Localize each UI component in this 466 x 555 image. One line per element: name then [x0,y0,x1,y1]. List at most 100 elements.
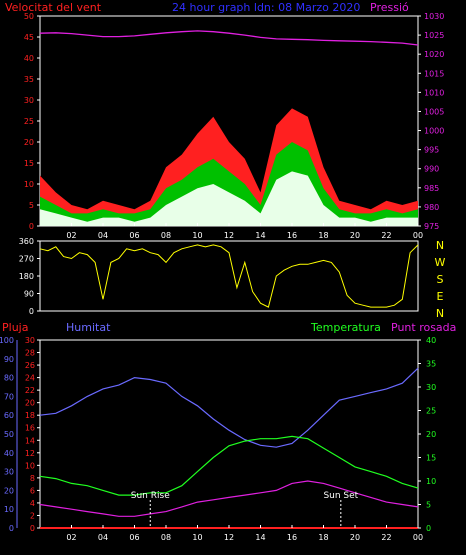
rain-y-tick-label: 30 [25,336,35,345]
humidity-y-tick-label: 10 [4,505,14,514]
wind-y-tick-label: 25 [24,117,34,126]
rain-y-tick-label: 2 [30,511,35,520]
dewpoint-axis-label: Punt rosada [391,321,456,334]
pressure-y-tick-label: 995 [424,146,439,155]
temperature-y-tick-label: 40 [426,336,436,345]
temperature-y-tick-label: 15 [426,454,436,463]
humidity-y-ticks: 0 10 20 30 40 50 60 70 80 90 100 [0,336,18,533]
humidity-y-tick-label: 60 [4,411,14,420]
rain-y-tick-label: 26 [25,361,35,370]
rain-y-tick-label: 4 [30,499,35,508]
temperature-line [39,435,419,496]
compass-letter: N [436,239,444,252]
humidity-y-tick-label: 0 [9,524,14,533]
climate-x-ticks: 02 04 06 08 10 12 14 16 18 20 22 00 [66,525,423,542]
x-tick-label: 08 [161,231,171,240]
direction-y-ticks: 0 90 180 270 360 [19,237,40,316]
direction-y-tick-label: 180 [19,272,34,281]
humidity-y-tick-label: 40 [4,449,14,458]
pressure-y-tick-label: 1020 [424,50,444,59]
dewpoint-line [39,480,419,517]
rain-y-tick-label: 8 [30,474,35,483]
sunrise-label: Sun Rise [131,491,170,501]
x-tick-label: 04 [98,231,108,240]
temperature-y-tick-label: 10 [426,477,436,486]
sunset-label: Sun Set [323,491,358,501]
temperature-y-tick-label: 20 [426,430,436,439]
x-tick-label: 20 [350,231,360,240]
x-tick-label: 12 [224,533,234,542]
x-tick-label: 06 [129,231,139,240]
direction-y-tick-label: 360 [19,237,34,246]
pressure-y-tick-label: 985 [424,184,439,193]
pressure-line [39,30,419,46]
temperature-y-tick-label: 5 [426,501,431,510]
humidity-y-tick-label: 100 [0,336,14,345]
compass-letter: W [435,256,446,269]
rain-y-tick-label: 6 [30,486,35,495]
wind-y-ticks: 0 5 10 15 20 25 30 35 40 45 50 [24,12,40,231]
rain-y-tick-label: 22 [25,386,35,395]
x-tick-label: 16 [287,231,297,240]
x-tick-label: 12 [224,231,234,240]
x-tick-label: 06 [129,533,139,542]
wind-x-ticks: 02 04 06 08 10 12 14 16 18 20 22 00 [66,223,423,240]
temperature-y-tick-label: 25 [426,407,436,416]
wind-y-tick-label: 5 [29,201,34,210]
direction-y-tick-label: 90 [24,290,34,299]
wind-y-tick-label: 10 [24,180,34,189]
wind-y-tick-label: 30 [24,96,34,105]
rain-y-tick-label: 28 [25,349,35,358]
direction-series [39,244,419,308]
compass-letter: S [437,273,444,286]
x-tick-label: 10 [192,231,202,240]
rain-y-tick-label: 20 [25,399,35,408]
humidity-y-tick-label: 80 [4,374,14,383]
pressure-y-tick-label: 1005 [424,107,444,116]
humidity-axis-label: Humitat [66,321,111,334]
humidity-line [39,367,419,448]
chart-title: 24 hour graph ldn: 08 Marzo 2020 [172,1,360,14]
direction-plot-frame [39,240,419,312]
x-tick-label: 20 [350,533,360,542]
rain-y-tick-label: 14 [25,436,35,445]
climate-series [39,367,419,529]
rain-axis-label: Pluja [2,321,28,334]
humidity-y-tick-label: 30 [4,468,14,477]
x-tick-label: 10 [192,533,202,542]
pressure-y-tick-label: 980 [424,203,439,212]
rain-y-tick-label: 10 [25,461,35,470]
x-tick-label: 02 [66,231,76,240]
temperature-y-tick-label: 0 [426,524,431,533]
wind-series [39,30,419,226]
x-tick-label: 14 [255,231,265,240]
humidity-y-tick-label: 90 [4,355,14,364]
x-tick-label: 14 [255,533,265,542]
pressure-y-tick-label: 1000 [424,127,444,136]
temperature-axis-label: Temperatura [310,321,381,334]
temperature-y-ticks: 0 5 10 15 20 25 30 35 40 [418,336,436,533]
rain-y-tick-label: 24 [25,374,35,383]
pressure-y-tick-label: 1025 [424,31,444,40]
wind-y-tick-label: 50 [24,12,34,21]
x-tick-label: 08 [161,533,171,542]
humidity-y-tick-label: 20 [4,486,14,495]
pressure-y-tick-label: 1010 [424,88,444,97]
wind-y-tick-label: 20 [24,138,34,147]
x-tick-label: 16 [287,533,297,542]
direction-y-tick-label: 270 [19,255,34,264]
temperature-y-tick-label: 35 [426,360,436,369]
sun-markers: Sun Rise Sun Set [131,491,359,528]
x-tick-label: 00 [413,231,423,240]
pressure-y-tick-label: 1015 [424,69,444,78]
x-tick-label: 22 [381,533,391,542]
x-tick-label: 18 [318,533,328,542]
temperature-y-tick-label: 30 [426,383,436,392]
wind-axis-label: Velocitat del vent [5,1,102,14]
direction-line [39,244,419,308]
wind-base-area [40,171,418,226]
x-tick-label: 00 [413,533,423,542]
x-tick-label: 02 [66,533,76,542]
